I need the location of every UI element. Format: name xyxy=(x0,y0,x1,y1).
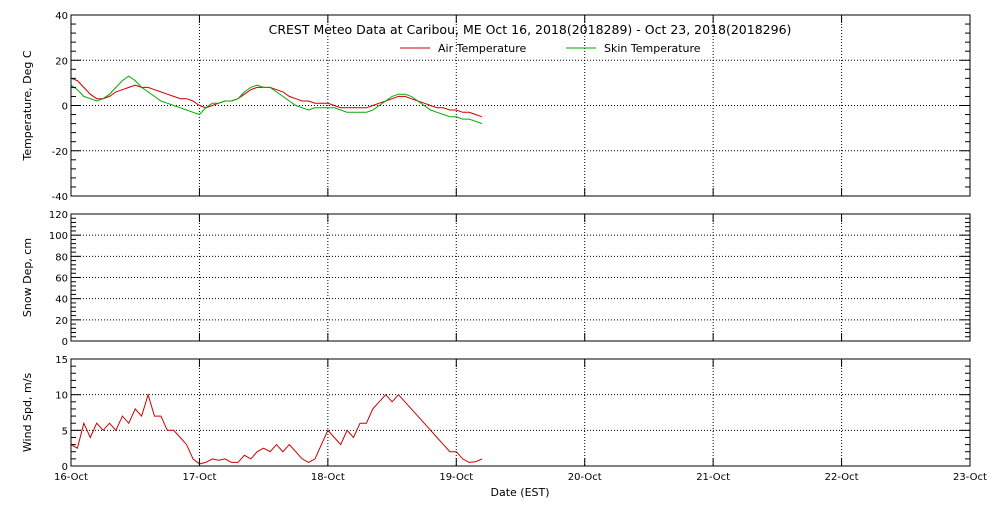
y-tick-label: -20 xyxy=(52,147,68,158)
x-tick-label: 23-Oct xyxy=(953,472,987,483)
y-tick-label: 100 xyxy=(49,231,68,242)
y-tick-label: 120 xyxy=(49,210,68,221)
chart-title: CREST Meteo Data at Caribou, ME Oct 16, … xyxy=(269,22,792,37)
legend-entry-label: Skin Temperature xyxy=(604,42,701,55)
text-layer: CREST Meteo Data at Caribou, ME Oct 16, … xyxy=(21,11,987,499)
y-tick-label: 0 xyxy=(62,337,68,348)
x-tick-label: 16-Oct xyxy=(54,472,88,483)
y-tick-label: 40 xyxy=(55,295,68,306)
y-axis-label: Snow Dep, cm xyxy=(21,238,34,317)
series-line-skin-temperature xyxy=(70,75,483,125)
y-tick-label: 20 xyxy=(55,56,68,67)
y-tick-label: 40 xyxy=(55,11,68,22)
y-tick-label: -40 xyxy=(52,192,68,203)
x-tick-label: 18-Oct xyxy=(311,472,345,483)
y-tick-label: 0 xyxy=(62,462,68,473)
series-layer xyxy=(70,75,483,465)
grid-layer xyxy=(71,15,970,466)
series-line-panel2 xyxy=(70,392,483,465)
y-tick-label: 5 xyxy=(62,426,68,437)
x-tick-label: 19-Oct xyxy=(439,472,473,483)
legend: Air Temperature Skin Temperature xyxy=(400,42,701,55)
y-axis-label: Wind Spd, m/s xyxy=(21,373,34,453)
y-tick-label: 60 xyxy=(55,274,68,285)
x-tick-label: 21-Oct xyxy=(696,472,730,483)
x-axis-label: Date (EST) xyxy=(490,486,549,499)
legend-entry-label: Air Temperature xyxy=(438,42,527,55)
series-line-air-temperature xyxy=(70,77,483,118)
x-tick-label: 17-Oct xyxy=(182,472,216,483)
panel-frame xyxy=(70,358,971,467)
axes-layer xyxy=(70,14,971,467)
y-tick-label: 80 xyxy=(55,252,68,263)
y-tick-label: 20 xyxy=(55,316,68,327)
panel-frame xyxy=(70,213,971,342)
x-tick-label: 20-Oct xyxy=(568,472,602,483)
x-tick-label: 22-Oct xyxy=(825,472,859,483)
y-axis-label: Temperature, Deg C xyxy=(21,50,34,161)
y-tick-label: 15 xyxy=(55,355,68,366)
y-tick-label: 0 xyxy=(62,102,68,113)
y-tick-label: 10 xyxy=(55,391,68,402)
